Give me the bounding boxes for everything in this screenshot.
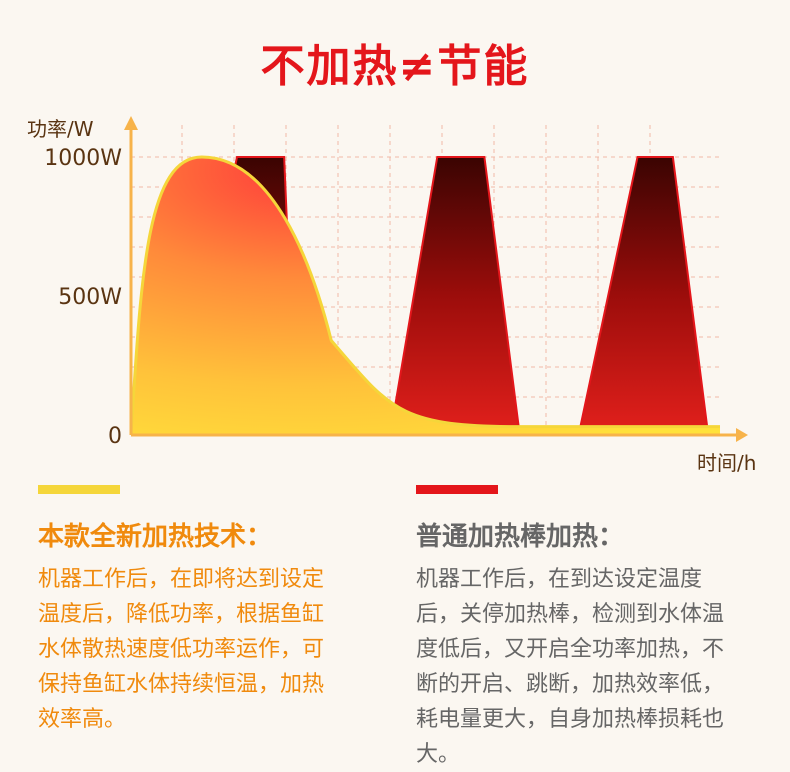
power-time-chart: 功率/W 时间/h 1000W 500W 0	[27, 116, 756, 475]
red-pulse-area	[388, 156, 521, 436]
chart-axes	[124, 116, 748, 442]
desc-line: 效率高。	[38, 707, 127, 732]
desc-line: 水体散热速度低功率运作，可	[38, 637, 325, 662]
desc-line: 保持鱼缸水体持续恒温，加热	[38, 672, 325, 697]
desc-line: 后，关停加热棒，检测到水体温	[416, 602, 725, 627]
legend-bar-yellow	[38, 485, 120, 494]
desc-line: 大。	[416, 742, 461, 767]
desc-line: 温度后，降低功率，根据鱼缸	[38, 602, 325, 627]
y-tick-label: 500W	[58, 285, 122, 310]
y-tick-label: 1000W	[44, 146, 122, 171]
x-axis-title: 时间/h	[697, 451, 756, 475]
y-axis-arrow	[124, 116, 138, 130]
normal-heater-description: 机器工作后，在到达设定温度 后，关停加热棒，检测到水体温 度低后，又开启全功率加…	[416, 562, 756, 772]
desc-line: 断的开启、跳断，加热效率低，	[416, 672, 725, 697]
y-axis-title: 功率/W	[27, 117, 94, 141]
desc-line: 机器工作后，在即将达到设定	[38, 567, 325, 592]
chart-labels: 功率/W 时间/h 1000W 500W 0	[27, 117, 756, 475]
x-axis-arrow	[736, 428, 748, 442]
desc-line: 度低后，又开启全功率加热，不	[416, 637, 725, 662]
yellow-series-line	[129, 155, 720, 436]
legend-bar-red	[416, 485, 498, 494]
yellow-series-area	[131, 157, 720, 435]
new-tech-description: 机器工作后，在即将达到设定 温度后，降低功率，根据鱼缸 水体散热速度低功率运作，…	[38, 562, 378, 737]
new-tech-heading: 本款全新加热技术：	[38, 522, 273, 552]
normal-heater-heading: 普通加热棒加热：	[416, 522, 625, 552]
desc-line: 耗电量更大，自身加热棒损耗也	[416, 707, 725, 732]
page-title: 不加热≠节能	[260, 41, 530, 92]
y-tick-label: 0	[108, 424, 122, 449]
desc-line: 机器工作后，在到达设定温度	[416, 567, 703, 592]
yellow-series-layer	[129, 155, 720, 436]
